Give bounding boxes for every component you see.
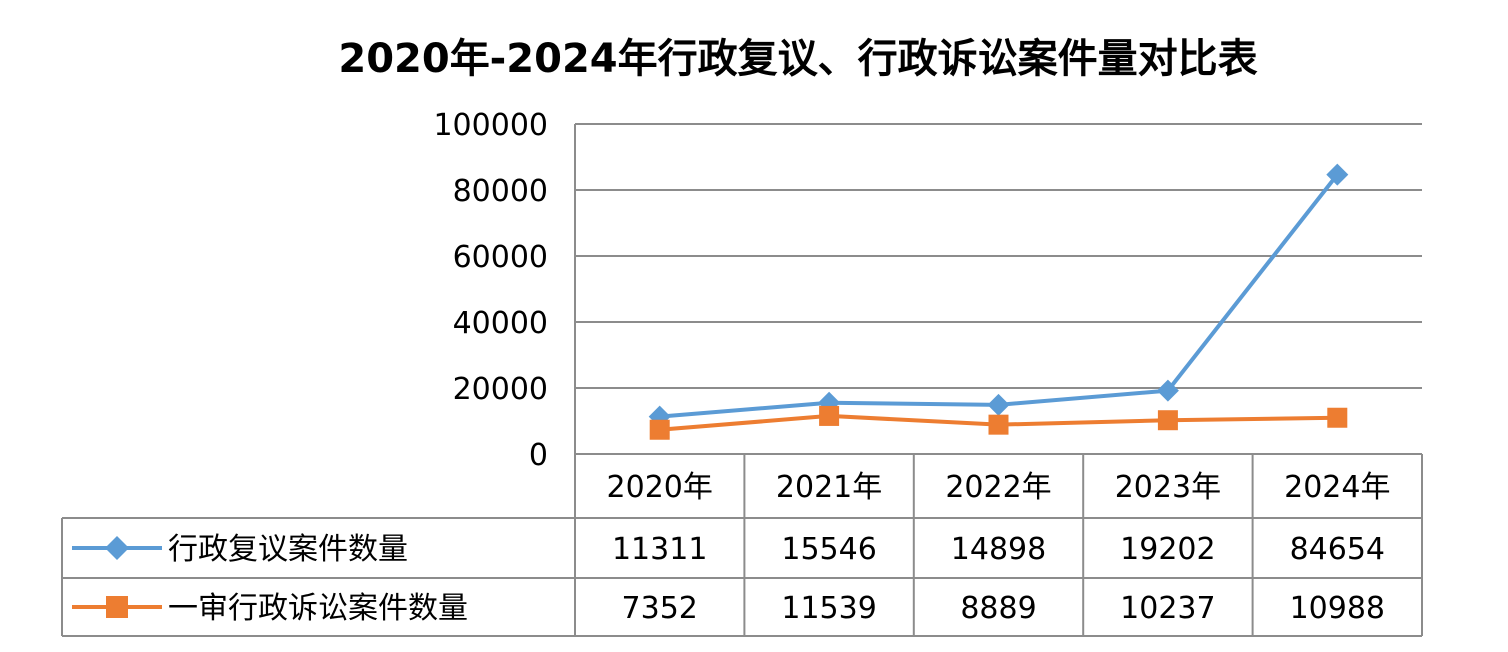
category-label: 2022年 <box>945 470 1051 505</box>
data-label: 15546 <box>781 532 876 567</box>
series-name: 行政复议案件数量 <box>168 532 408 567</box>
data-label: 11539 <box>781 591 876 626</box>
series-lines <box>648 163 1349 440</box>
data-label: 10988 <box>1290 591 1385 626</box>
gridlines <box>575 123 1422 389</box>
y-tick-label: 100000 <box>433 108 548 143</box>
data-point <box>988 414 1009 435</box>
legend-key-marker <box>105 536 129 560</box>
data-point <box>649 419 670 440</box>
data-point <box>987 393 1010 416</box>
category-label: 2024年 <box>1284 470 1390 505</box>
data-label: 10237 <box>1120 591 1215 626</box>
data-label: 84654 <box>1290 532 1385 567</box>
series-line <box>659 173 1339 419</box>
y-axis-ticks: 100000 80000 60000 40000 20000 0 <box>433 108 548 473</box>
data-label: 19202 <box>1120 532 1215 567</box>
chart-title: 2020年-2024年行政复议、行政诉讼案件量对比表 <box>338 36 1257 82</box>
y-tick-label: 60000 <box>453 240 548 275</box>
data-label: 14898 <box>951 532 1046 567</box>
data-label: 11311 <box>612 532 707 567</box>
data-label: 7352 <box>622 591 698 626</box>
data-point <box>1326 163 1349 186</box>
y-tick-label: 40000 <box>453 306 548 341</box>
data-point <box>1156 379 1179 402</box>
series-name: 一审行政诉讼案件数量 <box>168 591 468 626</box>
data-point <box>1157 410 1178 431</box>
data-label: 8889 <box>960 591 1036 626</box>
category-label: 2021年 <box>776 470 882 505</box>
y-tick-label: 0 <box>529 438 548 473</box>
data-point <box>819 405 840 426</box>
data-point <box>1327 407 1348 428</box>
category-label: 2020年 <box>607 470 713 505</box>
category-label: 2023年 <box>1115 470 1221 505</box>
legend-key-marker <box>106 596 128 618</box>
y-tick-label: 20000 <box>453 372 548 407</box>
y-tick-label: 80000 <box>453 174 548 209</box>
